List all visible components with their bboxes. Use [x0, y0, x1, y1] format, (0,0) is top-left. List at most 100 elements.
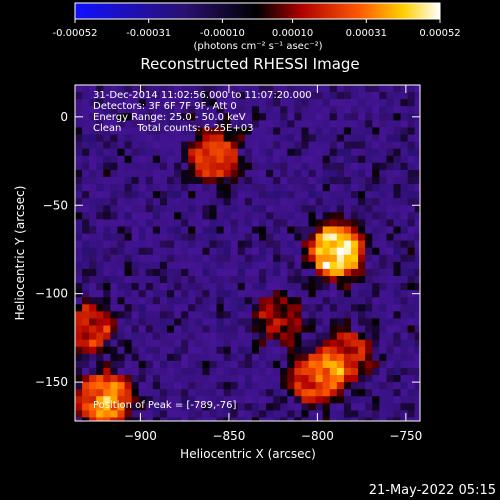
heatmap-cell	[407, 219, 416, 227]
heatmap-cell	[188, 99, 196, 107]
heatmap-cell	[145, 318, 154, 326]
heatmap-cell	[322, 240, 331, 249]
heatmap-cell	[230, 360, 239, 369]
heatmap-cell	[75, 120, 83, 128]
heatmap-cell	[294, 339, 302, 348]
heatmap-cell	[259, 382, 267, 390]
heatmap-cell	[294, 254, 302, 263]
heatmap-cell	[174, 417, 182, 421]
heatmap-cell	[329, 261, 338, 270]
heatmap-cell	[138, 254, 147, 263]
heatmap-cell	[266, 332, 274, 341]
heatmap-cell	[195, 325, 203, 333]
heatmap-cell	[188, 311, 196, 319]
heatmap-cell	[223, 297, 232, 305]
heatmap-cell	[75, 367, 83, 376]
heatmap-cell	[237, 396, 246, 404]
heatmap-cell	[202, 403, 210, 411]
heatmap-cell	[244, 318, 253, 326]
heatmap-cell	[159, 99, 168, 107]
heatmap-cell	[259, 155, 267, 164]
heatmap-cell	[103, 155, 111, 164]
heatmap-cell	[152, 184, 161, 192]
heatmap-cell	[280, 268, 288, 277]
heatmap-cell	[400, 169, 409, 178]
heatmap-cell	[280, 346, 288, 355]
heatmap-cell	[96, 155, 104, 164]
heatmap-cell	[145, 240, 154, 249]
heatmap-cell	[195, 141, 203, 150]
heatmap-cell	[110, 127, 118, 135]
heatmap-cell	[329, 148, 338, 157]
heatmap-cell	[131, 184, 140, 192]
heatmap-cell	[216, 254, 225, 263]
heatmap-cell	[152, 360, 161, 369]
heatmap-cell	[386, 360, 394, 369]
heatmap-cell	[131, 99, 140, 107]
heatmap-cell	[103, 403, 111, 411]
heatmap-cell	[287, 382, 295, 390]
heatmap-cell	[322, 389, 331, 397]
heatmap-cell	[344, 425, 351, 432]
heatmap-cell	[322, 417, 331, 421]
heatmap-cell	[75, 403, 83, 411]
heatmap-cell	[223, 141, 232, 150]
heatmap-cell	[322, 247, 331, 256]
heatmap-cell	[244, 155, 253, 164]
heatmap-cell	[202, 311, 210, 319]
heatmap-cell	[237, 148, 246, 157]
heatmap-cell	[174, 134, 182, 142]
heatmap-cell	[244, 382, 253, 390]
heatmap-cell	[414, 254, 420, 263]
heatmap-cell	[230, 99, 239, 107]
heatmap-cell	[400, 275, 409, 284]
heatmap-cell	[336, 297, 345, 305]
heatmap-cell	[145, 176, 154, 185]
heatmap-cell	[273, 212, 281, 220]
heatmap-cell	[209, 92, 217, 100]
heatmap-cell	[167, 375, 175, 383]
heatmap-cell	[230, 304, 239, 312]
heatmap-cell	[216, 261, 225, 270]
heatmap-cell	[75, 346, 83, 355]
heatmap-cell	[195, 297, 203, 305]
heatmap-cell	[273, 261, 281, 270]
heatmap-cell	[152, 106, 161, 114]
heatmap-cell	[230, 205, 239, 213]
heatmap-cell	[400, 332, 409, 341]
heatmap-cell	[322, 169, 331, 178]
heatmap-cell	[96, 367, 104, 376]
heatmap-cell	[159, 85, 168, 93]
heatmap-cell	[202, 106, 210, 114]
heatmap-cell	[209, 275, 217, 284]
heatmap-cell	[266, 106, 274, 114]
heatmap-cell	[202, 290, 210, 298]
heatmap-cell	[372, 106, 380, 114]
heatmap-cell	[400, 212, 409, 220]
heatmap-cell	[379, 283, 387, 291]
heatmap-cell	[131, 417, 140, 421]
heatmap-cell	[322, 120, 331, 128]
heatmap-cell	[259, 311, 267, 319]
heatmap-cell	[336, 169, 345, 178]
heatmap-cell	[336, 318, 345, 326]
heatmap-cell	[103, 283, 111, 291]
heatmap-cell	[167, 233, 175, 242]
heatmap-cell	[379, 106, 387, 114]
heatmap-cell	[131, 283, 140, 291]
heatmap-cell	[230, 106, 239, 114]
heatmap-cell	[414, 403, 420, 411]
heatmap-cell	[393, 198, 401, 206]
heatmap-cell	[96, 99, 104, 107]
heatmap-cell	[188, 332, 196, 341]
heatmap-cell	[273, 346, 281, 355]
heatmap-cell	[167, 240, 175, 249]
heatmap-cell	[414, 410, 420, 418]
heatmap-cell	[110, 396, 118, 404]
heatmap-cell	[365, 162, 373, 171]
heatmap-cell	[294, 268, 302, 277]
heatmap-cell	[110, 410, 118, 418]
heatmap-cell	[244, 205, 253, 213]
heatmap-cell	[89, 417, 97, 421]
heatmap-cell	[96, 290, 104, 298]
